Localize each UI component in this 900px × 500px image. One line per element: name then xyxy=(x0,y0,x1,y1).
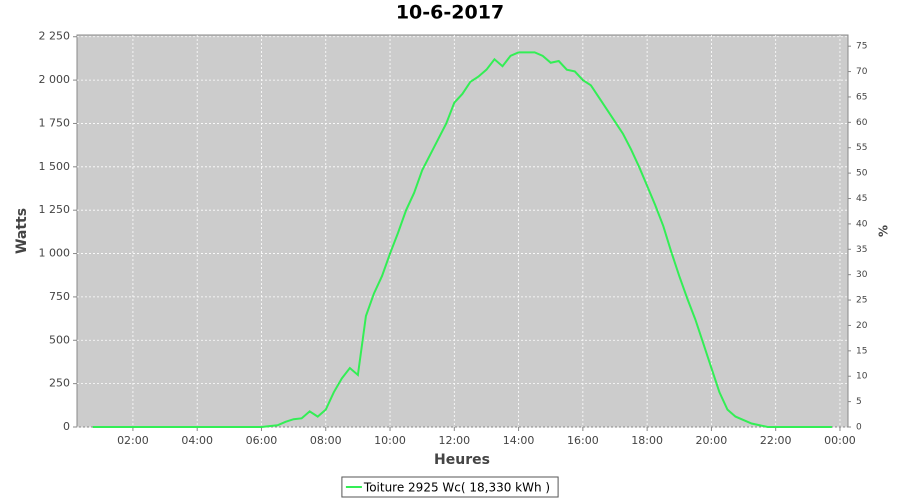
y2-tick-label: 25 xyxy=(856,296,867,306)
y2-tick-label: 10 xyxy=(856,372,868,382)
x-tick-label: 02:00 xyxy=(117,434,149,447)
x-tick-label: 12:00 xyxy=(438,434,470,447)
x-axis-label: Heures xyxy=(434,452,490,468)
chart-title: 10-6-2017 xyxy=(396,2,504,24)
y-tick-label: 2 000 xyxy=(39,73,71,86)
x-tick-label: 20:00 xyxy=(696,434,728,447)
y2-tick-label: 40 xyxy=(856,219,868,229)
x-tick-label: 14:00 xyxy=(503,434,535,447)
line-series xyxy=(92,51,832,428)
y-axis-label: Watts xyxy=(14,208,30,254)
y2-tick-label: 65 xyxy=(856,92,867,102)
x-tick-label: 10:00 xyxy=(374,434,406,447)
y2-tick-label: 60 xyxy=(856,118,868,128)
y2-tick-label: 75 xyxy=(856,42,867,52)
legend-box xyxy=(341,476,559,498)
x-tick-label: 08:00 xyxy=(310,434,342,447)
y-tick-label: 1 500 xyxy=(39,160,71,173)
y2-tick-label: 5 xyxy=(856,397,862,407)
y2-tick-label: 55 xyxy=(856,143,867,153)
x-tick-label: 00:00 xyxy=(824,434,856,447)
y2-tick-label: 35 xyxy=(856,245,867,255)
y-tick-label: 250 xyxy=(49,377,70,390)
x-tick-label: 16:00 xyxy=(567,434,599,447)
y2-tick-label: 45 xyxy=(856,194,867,204)
y2-tick-label: 50 xyxy=(856,169,868,179)
y2-tick-label: 0 xyxy=(856,423,862,433)
y-tick-label: 1 750 xyxy=(39,116,71,129)
y-tick-label: 2 250 xyxy=(39,30,71,43)
legend-label: Toiture 2925 Wc( 18,330 kWh ) xyxy=(363,481,550,495)
y2-tick-label: 20 xyxy=(856,321,868,331)
y2-axis-label: % xyxy=(877,225,891,237)
y-tick-label: 750 xyxy=(49,290,70,303)
y-tick-label: 1 250 xyxy=(39,203,71,216)
plot-area xyxy=(76,34,849,428)
y-tick-label: 1 000 xyxy=(39,247,71,260)
x-tick-label: 18:00 xyxy=(631,434,663,447)
x-tick-label: 06:00 xyxy=(246,434,278,447)
x-tick-label: 04:00 xyxy=(181,434,213,447)
y-tick-label: 0 xyxy=(63,420,70,433)
y2-tick-label: 30 xyxy=(856,270,868,280)
y2-tick-label: 15 xyxy=(856,346,867,356)
y2-tick-label: 70 xyxy=(856,67,868,77)
x-tick-label: 22:00 xyxy=(760,434,792,447)
y-tick-label: 500 xyxy=(49,333,70,346)
